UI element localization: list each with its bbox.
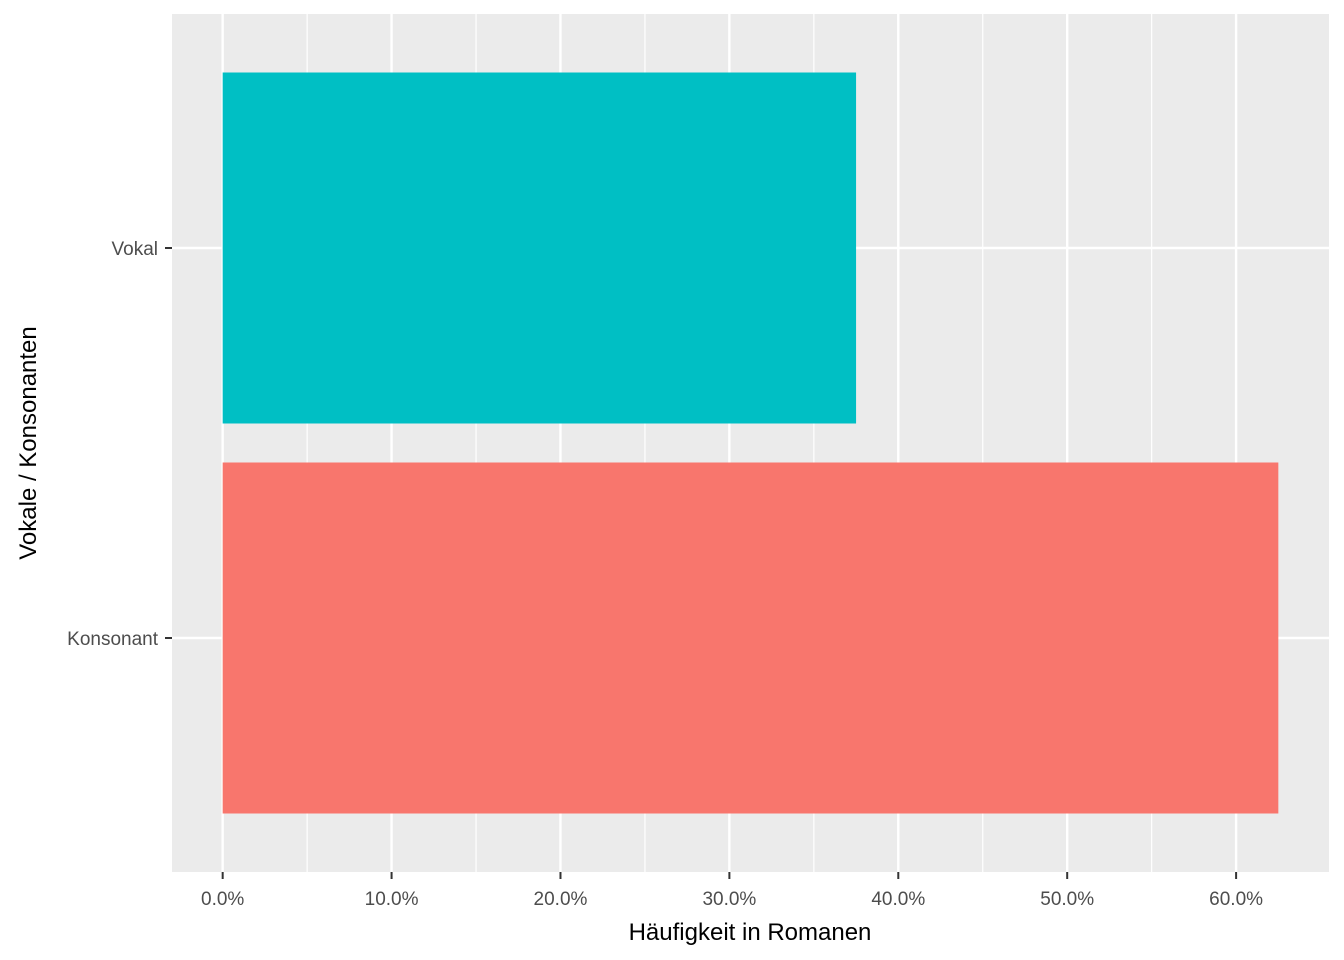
x-tick-label: 30.0% xyxy=(702,889,756,910)
y-axis: Konsonant Vokal xyxy=(67,239,172,650)
bar-vokal xyxy=(222,72,857,424)
bars xyxy=(222,72,1279,814)
x-axis: 0.0% 10.0% 20.0% 30.0% 40.0% 50.0% 60.0% xyxy=(201,872,1263,910)
x-tick-label: 40.0% xyxy=(871,889,925,910)
x-tick-label: 10.0% xyxy=(365,889,419,910)
y-axis-title: Vokale / Konsonanten xyxy=(15,326,42,560)
x-tick-label: 0.0% xyxy=(201,889,244,910)
bar-konsonant xyxy=(222,462,1279,814)
x-axis-title: Häufigkeit in Romanen xyxy=(629,919,872,946)
x-tick-label: 50.0% xyxy=(1040,889,1094,910)
x-tick-label: 60.0% xyxy=(1209,889,1263,910)
y-tick-label: Vokal xyxy=(112,239,158,260)
x-tick-label: 20.0% xyxy=(534,889,588,910)
y-tick-label: Konsonant xyxy=(67,629,159,650)
